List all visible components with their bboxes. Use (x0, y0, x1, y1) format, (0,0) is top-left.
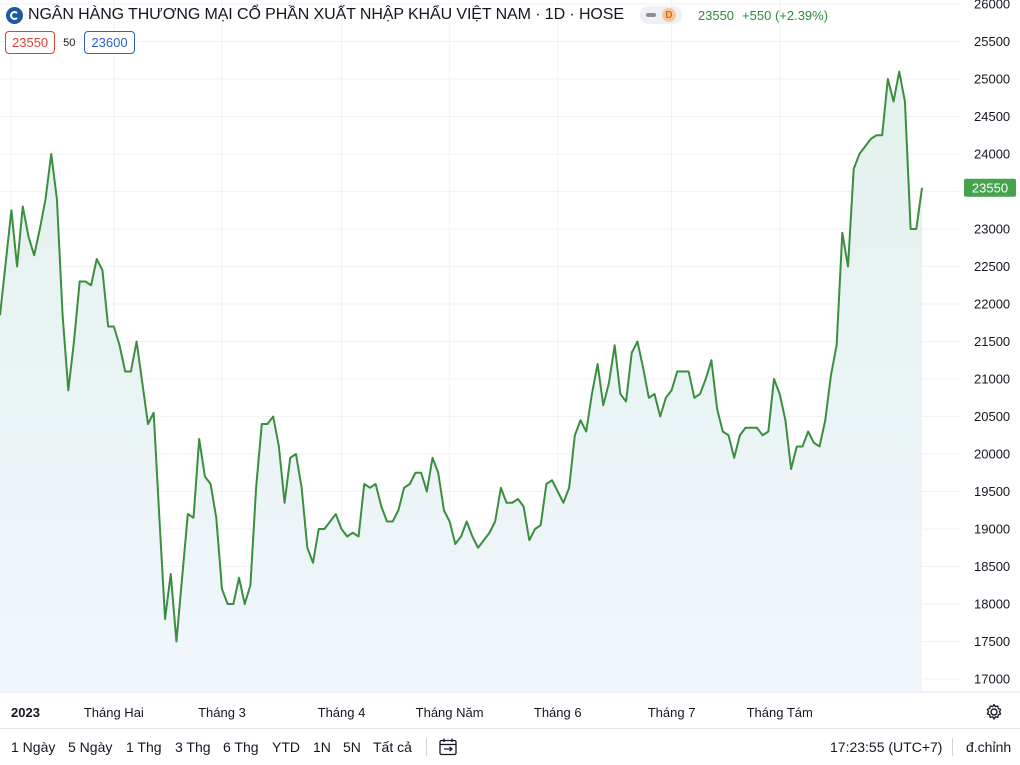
chart-header: NGÂN HÀNG THƯƠNG MẠI CỔ PHẦN XUẤT NHẬP K… (6, 4, 828, 26)
toolbar-divider (426, 738, 427, 756)
minus-icon (645, 13, 656, 17)
price-axis[interactable]: 17000 17500 18000 18500 19000 19500 20000 20500… (974, 0, 1010, 687)
market-status-pill[interactable]: D (639, 6, 682, 24)
calendar-icon[interactable] (438, 737, 458, 757)
y-tick-label: 24000 (974, 147, 1010, 162)
range-all-button[interactable]: Tất cả (373, 739, 412, 755)
x-tick-label: Tháng 7 (648, 705, 696, 720)
last-price: 23550 (697, 7, 735, 23)
y-tick-label: 21000 (974, 372, 1010, 387)
market-status-badge: D (661, 8, 676, 22)
y-tick-label: 19500 (974, 484, 1010, 499)
range-1-year-button[interactable]: 1N (313, 739, 331, 755)
clock-timezone[interactable]: 17:23:55 (UTC+7) (830, 739, 943, 755)
range-ytd-button[interactable]: YTD (272, 739, 300, 755)
symbol-title[interactable]: NGÂN HÀNG THƯƠNG MẠI CỔ PHẦN XUẤT NHẬP K… (28, 6, 624, 23)
y-tick-label: 17500 (974, 634, 1010, 649)
y-tick-label: 18500 (974, 559, 1010, 574)
x-tick-label: Tháng 4 (318, 705, 366, 720)
y-tick-label: 25000 (974, 72, 1010, 87)
sell-button[interactable]: 23550 (5, 31, 56, 54)
x-tick-label: Tháng 6 (534, 705, 582, 720)
y-tick-label: 23000 (974, 222, 1010, 237)
y-tick-label: 20000 (974, 447, 1010, 462)
y-tick-label: 22500 (974, 259, 1010, 274)
price-change: +550 (+2.39%) (742, 7, 829, 23)
y-tick-label: 19000 (974, 522, 1010, 537)
y-tick-label: 20500 (974, 409, 1010, 424)
price-area-fill (0, 71, 922, 691)
buy-button[interactable]: 23600 (84, 31, 135, 54)
y-tick-label: 22000 (974, 297, 1010, 312)
y-tick-label: 25500 (974, 34, 1010, 49)
x-tick-label: Tháng 3 (198, 705, 246, 720)
x-tick-label: Tháng Tám (747, 705, 813, 720)
last-price-marker: 23550 (964, 178, 1016, 197)
quote-row: 23550 50 23600 (5, 31, 135, 54)
range-1-month-button[interactable]: 1 Thg (126, 739, 162, 755)
exchange-logo-icon (6, 6, 23, 24)
toolbar-divider (952, 738, 953, 756)
x-tick-label: Tháng Năm (416, 705, 484, 720)
last-price-label: 23550 (972, 180, 1008, 195)
range-6-month-button[interactable]: 6 Thg (223, 739, 259, 755)
gear-icon[interactable] (985, 703, 1003, 721)
y-tick-label: 21500 (974, 334, 1010, 349)
x-tick-label: 2023 (11, 705, 40, 720)
time-axis[interactable]: 2023 Tháng Hai Tháng 3 Tháng 4 Tháng Năm Thán… (11, 705, 813, 720)
y-tick-label: 24500 (974, 109, 1010, 124)
last-price-badge (964, 178, 1016, 197)
range-5-year-button[interactable]: 5N (343, 739, 361, 755)
spread-value: 50 (63, 36, 76, 49)
adjust-data-toggle[interactable]: đ.chỉnh (966, 739, 1012, 755)
range-1-day-button[interactable]: 1 Ngày (11, 739, 56, 755)
y-tick-label: 17000 (974, 672, 1010, 687)
y-tick-label: 18000 (974, 597, 1010, 612)
y-tick-label: 26000 (974, 0, 1010, 12)
bottom-toolbar: 1 Ngày 5 Ngày 1 Thg 3 Thg 6 Thg YTD 1N 5… (0, 728, 1020, 765)
range-3-month-button[interactable]: 3 Thg (175, 739, 211, 755)
range-5-day-button[interactable]: 5 Ngày (68, 739, 113, 755)
price-line (0, 70, 923, 643)
x-tick-label: Tháng Hai (84, 705, 144, 720)
